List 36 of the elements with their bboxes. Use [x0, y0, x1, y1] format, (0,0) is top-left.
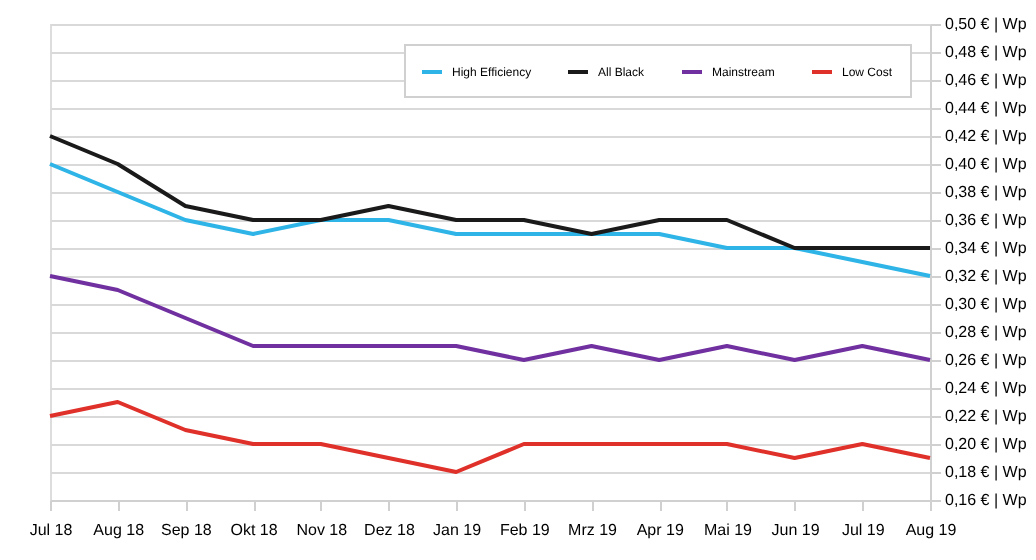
x-tick-label: Nov 18	[296, 521, 349, 539]
y-tick-label: 0,44 € | Wp	[945, 99, 1028, 117]
x-tick-label: Aug 19	[905, 521, 958, 539]
x-tick-label: Okt 18	[230, 521, 279, 539]
y-tick-label: 0,48 € | Wp	[945, 43, 1028, 61]
x-tick-label: Mrz 19	[568, 521, 619, 539]
x-tick-label: Mai 19	[703, 521, 754, 539]
x-tick-label: Jan 19	[433, 521, 483, 539]
y-tick-label: 0,20 € | Wp	[945, 435, 1028, 453]
y-tick-label: 0,42 € | Wp	[945, 127, 1028, 145]
x-tick-label: Aug 18	[93, 521, 146, 539]
line-series	[48, 400, 932, 474]
y-tick-label: 0,26 € | Wp	[945, 351, 1028, 369]
y-tick-label: 0,18 € | Wp	[945, 463, 1028, 481]
line-series	[48, 274, 932, 362]
x-tick-label: Jun 19	[771, 521, 821, 539]
x-tick-label: Sep 18	[161, 521, 213, 539]
y-tick-label: 0,46 € | Wp	[945, 71, 1028, 89]
y-tick-label: 0,28 € | Wp	[945, 323, 1028, 341]
y-tick-label: 0,50 € | Wp	[945, 15, 1028, 33]
x-tick-label: Apr 19	[636, 521, 685, 539]
y-tick-label: 0,36 € | Wp	[945, 211, 1028, 229]
y-tick-label: 0,22 € | Wp	[945, 407, 1028, 425]
y-tick-label: 0,30 € | Wp	[945, 295, 1028, 313]
y-tick-label: 0,34 € | Wp	[945, 239, 1028, 257]
y-tick-label: 0,40 € | Wp	[945, 155, 1028, 173]
y-tick-label: 0,24 € | Wp	[945, 379, 1028, 397]
y-tick-label: 0,16 € | Wp	[945, 491, 1028, 509]
y-tick-label: 0,38 € | Wp	[945, 183, 1028, 201]
y-tick-label: 0,32 € | Wp	[945, 267, 1028, 285]
line-series	[48, 162, 932, 278]
x-tick-label: Feb 19	[499, 521, 551, 539]
x-tick-label: Jul 18	[29, 521, 74, 539]
x-tick-label: Jul 19	[841, 521, 886, 539]
line-series	[48, 134, 932, 250]
x-tick-label: Dez 18	[364, 521, 416, 539]
